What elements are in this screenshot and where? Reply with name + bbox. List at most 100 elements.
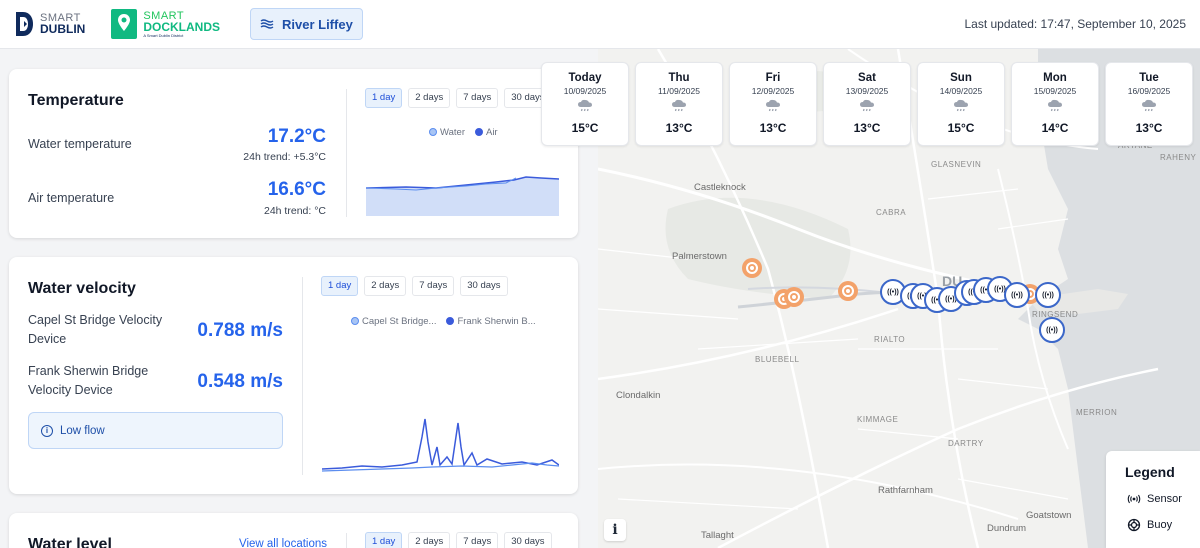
smart-dublin-logo-icon	[16, 12, 33, 36]
waves-icon	[260, 19, 274, 29]
smart-docklands-logo-icon	[111, 9, 138, 39]
water-level-title: Water level	[28, 536, 112, 548]
forecast-day: Thu	[668, 72, 690, 84]
forecast-date: 12/09/2025	[751, 86, 795, 96]
buoy-marker[interactable]	[742, 258, 762, 278]
legend-capel[interactable]: Capel St Bridge...	[351, 316, 436, 327]
map-place-goatstown: Goatstown	[1026, 510, 1072, 521]
velocity-legend: Capel St Bridge... Frank Sherwin B...	[351, 316, 536, 327]
river-liffey-label: River Liffey	[282, 16, 353, 32]
map-label-bluebell: BLUEBELL	[755, 355, 800, 364]
map-label-kimmage: KIMMAGE	[857, 415, 899, 424]
tab-30-days[interactable]: 30 days	[504, 532, 552, 548]
temperature-range-tabs: 1 day 2 days 7 days 30 days	[365, 88, 552, 108]
velocity-range-tabs: 1 day 2 days 7 days 30 days	[321, 276, 508, 296]
forecast-date: 15/09/2025	[1033, 86, 1077, 96]
map-label-glasnevin: GLASNEVIN	[931, 160, 982, 169]
logo-dublin-line2: DUBLIN	[40, 22, 86, 36]
tab-7-days[interactable]: 7 days	[456, 532, 499, 548]
forecast-temp: 13°C	[759, 121, 787, 135]
forecast-day-card[interactable]: Today 10/09/2025 15°C	[541, 62, 629, 146]
map-label-merrion: MERRION	[1076, 408, 1118, 417]
buoy-icon	[842, 285, 854, 297]
capel-label: Capel St Bridge Velocity Device	[28, 313, 163, 346]
legend-air[interactable]: Air	[474, 127, 498, 138]
forecast-day-card[interactable]: Sun 14/09/2025 15°C	[917, 62, 1005, 146]
buoy-icon	[1127, 518, 1141, 532]
map-label-rialto: RIALTO	[874, 335, 906, 344]
logo-docklands-line2: DOCKLANDS	[143, 19, 220, 34]
logo-dublin-line1: SMART	[40, 12, 81, 24]
low-flow-status: i Low flow	[28, 412, 283, 449]
temperature-legend: Water Air	[429, 127, 498, 138]
forecast-day: Fri	[765, 72, 781, 84]
water-level-card: Water level View all locations 1 day 2 d…	[9, 513, 578, 548]
capel-value: 0.788 m/s	[197, 320, 283, 341]
velocity-sparkline	[322, 418, 559, 472]
forecast-day-card[interactable]: Tue 16/09/2025 13°C	[1105, 62, 1193, 146]
sensor-icon	[1127, 494, 1141, 504]
air-temperature-label: Air temperature	[28, 191, 115, 205]
tab-1-day[interactable]: 1 day	[365, 88, 403, 108]
smart-dublin-logo[interactable]: SMART DUBLIN	[14, 11, 85, 37]
forecast-temp: 13°C	[853, 121, 881, 135]
forecast-date: 11/09/2025	[658, 86, 700, 96]
forecast-day-card[interactable]: Mon 15/09/2025 14°C	[1011, 62, 1099, 146]
smart-docklands-logo[interactable]: SMART DOCKLANDS A Smart Dublin District	[111, 9, 220, 39]
legend-frank[interactable]: Frank Sherwin B...	[446, 316, 536, 327]
forecast-day: Sun	[950, 72, 972, 84]
forecast-day-card[interactable]: Sat 13/09/2025 13°C	[823, 62, 911, 146]
legend-water[interactable]: Water	[429, 127, 465, 138]
tab-2-days[interactable]: 2 days	[364, 276, 407, 296]
map-label-raheny: RAHENY	[1160, 153, 1197, 162]
tab-2-days[interactable]: 2 days	[408, 532, 451, 548]
sensor-marker[interactable]: ((•))	[1035, 282, 1061, 308]
last-updated: Last updated: 17:47, September 10, 2025	[964, 17, 1186, 31]
rain-cloud-icon	[578, 99, 592, 112]
rain-cloud-icon	[1048, 99, 1062, 112]
frank-label: Frank Sherwin Bridge Velocity Device	[28, 364, 149, 397]
legend-sensor-label: Sensor	[1147, 493, 1182, 505]
map-label-ringsend: RINGSEND	[1032, 310, 1079, 319]
map-place-clondalkin: Clondalkin	[616, 390, 661, 401]
map-legend: Legend Sensor Buoy	[1106, 451, 1200, 548]
map-label-cabra: CABRA	[876, 208, 907, 217]
water-temperature-value: 17.2°C	[267, 126, 326, 147]
water-level-range-tabs: 1 day 2 days 7 days 30 days	[365, 532, 552, 548]
rain-cloud-icon	[766, 99, 780, 112]
forecast-date: 10/09/2025	[563, 86, 607, 96]
forecast-date: 14/09/2025	[939, 86, 983, 96]
tab-7-days[interactable]: 7 days	[412, 276, 455, 296]
forecast-day: Today	[568, 72, 602, 84]
map-info-button[interactable]: i	[604, 519, 626, 541]
velocity-card: Water velocity Capel St Bridge Velocity …	[9, 257, 578, 494]
sensor-marker[interactable]: ((•))	[1039, 317, 1065, 343]
tab-2-days[interactable]: 2 days	[408, 88, 451, 108]
buoy-marker[interactable]	[838, 281, 858, 301]
water-temperature-label: Water temperature	[28, 137, 132, 151]
sensor-marker[interactable]: ((•))	[1004, 282, 1030, 308]
divider	[346, 533, 347, 548]
forecast-temp: 13°C	[665, 121, 693, 135]
info-icon: i	[41, 424, 53, 437]
forecast-day-card[interactable]: Thu 11/09/2025 13°C	[635, 62, 723, 146]
view-all-locations-link[interactable]: View all locations	[239, 538, 328, 548]
river-liffey-button[interactable]: River Liffey	[250, 8, 363, 40]
map-place-dundrum: Dundrum	[987, 523, 1027, 534]
tab-7-days[interactable]: 7 days	[456, 88, 499, 108]
forecast-date: 16/09/2025	[1127, 86, 1171, 96]
buoy-icon	[788, 291, 800, 303]
tab-1-day[interactable]: 1 day	[365, 532, 403, 548]
map-place-rathfarnham: Rathfarnham	[878, 485, 933, 496]
forecast-day-card[interactable]: Fri 12/09/2025 13°C	[729, 62, 817, 146]
water-temperature-trend: 24h trend: +5.3°C	[243, 151, 326, 163]
map-place-palmerstown: Palmerstown	[672, 251, 727, 262]
tab-30-days[interactable]: 30 days	[460, 276, 508, 296]
rain-cloud-icon	[954, 99, 968, 112]
tab-1-day[interactable]: 1 day	[321, 276, 359, 296]
divider	[302, 277, 303, 475]
buoy-marker[interactable]	[784, 287, 804, 307]
rain-cloud-icon	[672, 99, 686, 112]
air-temperature-trend: 24h trend: °C	[264, 205, 326, 217]
logo-docklands-line1: SMART	[143, 9, 185, 22]
